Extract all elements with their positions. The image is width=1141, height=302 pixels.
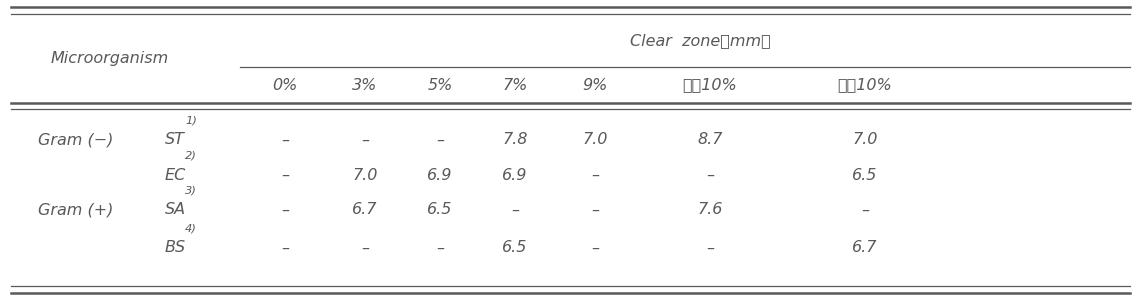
Text: –: – bbox=[281, 168, 289, 182]
Text: 7.0: 7.0 bbox=[353, 168, 378, 182]
Text: 3): 3) bbox=[185, 185, 197, 195]
Text: 7%: 7% bbox=[502, 78, 527, 92]
Text: 0%: 0% bbox=[273, 78, 298, 92]
Text: –: – bbox=[591, 203, 599, 217]
Text: 5%: 5% bbox=[428, 78, 453, 92]
Text: 6.7: 6.7 bbox=[852, 240, 877, 255]
Text: 6.7: 6.7 bbox=[353, 203, 378, 217]
Text: SA: SA bbox=[164, 203, 186, 217]
Text: –: – bbox=[281, 240, 289, 255]
Text: –: – bbox=[281, 203, 289, 217]
Text: –: – bbox=[861, 203, 869, 217]
Text: Clear  zone（mm）: Clear zone（mm） bbox=[630, 33, 770, 48]
Text: 6.5: 6.5 bbox=[852, 168, 877, 182]
Text: –: – bbox=[361, 240, 369, 255]
Text: –: – bbox=[591, 240, 599, 255]
Text: –: – bbox=[436, 240, 444, 255]
Text: 2): 2) bbox=[185, 150, 197, 160]
Text: 7.6: 7.6 bbox=[697, 203, 722, 217]
Text: –: – bbox=[706, 240, 714, 255]
Text: 6.9: 6.9 bbox=[502, 168, 527, 182]
Text: 1): 1) bbox=[185, 115, 197, 125]
Text: BS: BS bbox=[164, 240, 186, 255]
Text: 7.0: 7.0 bbox=[582, 133, 608, 147]
Text: 7.0: 7.0 bbox=[852, 133, 877, 147]
Text: 증마10%: 증마10% bbox=[837, 78, 892, 92]
Text: 9%: 9% bbox=[582, 78, 608, 92]
Text: 3%: 3% bbox=[353, 78, 378, 92]
Text: 4): 4) bbox=[185, 223, 197, 233]
Text: 7.8: 7.8 bbox=[502, 133, 527, 147]
Text: –: – bbox=[511, 203, 519, 217]
Text: –: – bbox=[706, 168, 714, 182]
Text: 6.5: 6.5 bbox=[428, 203, 453, 217]
Text: Gram (+): Gram (+) bbox=[38, 203, 113, 217]
Text: 6.9: 6.9 bbox=[428, 168, 453, 182]
Text: Microorganism: Microorganism bbox=[51, 51, 169, 66]
Text: EC: EC bbox=[164, 168, 186, 182]
Text: 생마10%: 생마10% bbox=[682, 78, 737, 92]
Text: –: – bbox=[361, 133, 369, 147]
Text: 8.7: 8.7 bbox=[697, 133, 722, 147]
Text: ST: ST bbox=[165, 133, 185, 147]
Text: –: – bbox=[436, 133, 444, 147]
Text: Gram (−): Gram (−) bbox=[38, 133, 113, 147]
Text: –: – bbox=[281, 133, 289, 147]
Text: –: – bbox=[591, 168, 599, 182]
Text: 6.5: 6.5 bbox=[502, 240, 527, 255]
